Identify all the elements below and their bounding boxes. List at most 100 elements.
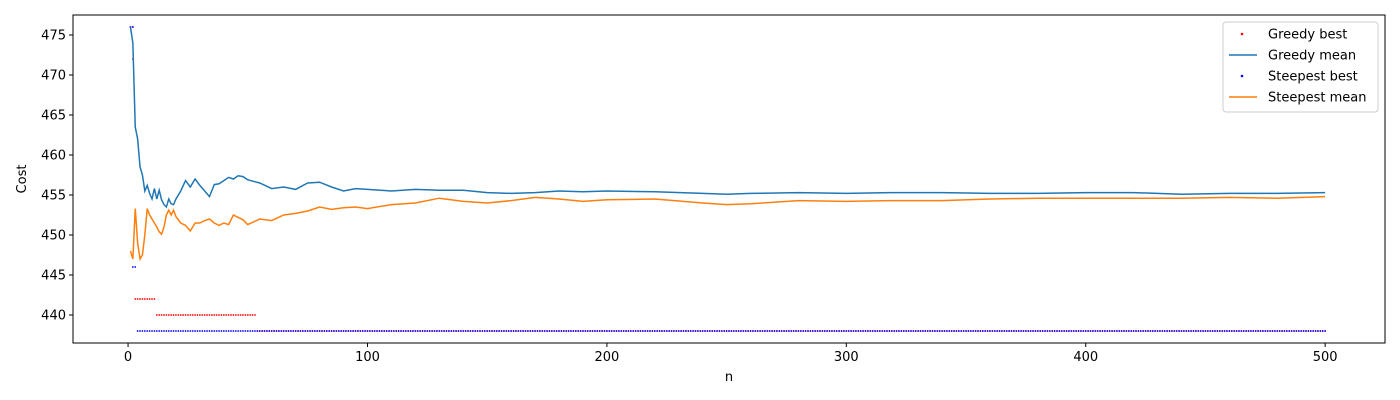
- data-point: [843, 330, 845, 332]
- data-point: [196, 314, 199, 316]
- data-point: [179, 314, 182, 316]
- legend: Greedy best Greedy mean Steepest best St…: [1222, 21, 1379, 113]
- data-point: [730, 330, 733, 332]
- data-point: [447, 330, 450, 332]
- data-point: [663, 330, 666, 332]
- data-point: [182, 330, 185, 332]
- data-point: [364, 330, 366, 332]
- data-point: [881, 330, 884, 332]
- data-point: [304, 330, 307, 332]
- data-point: [661, 330, 663, 332]
- data-point: [153, 298, 156, 300]
- data-point: [1240, 330, 1243, 332]
- data-point: [682, 330, 685, 332]
- data-point: [845, 330, 848, 332]
- data-point: [158, 314, 161, 316]
- data-point: [505, 330, 508, 332]
- data-point: [517, 330, 520, 332]
- data-point: [220, 330, 223, 332]
- data-point: [1144, 330, 1147, 332]
- data-point: [151, 298, 153, 300]
- data-point: [1285, 330, 1288, 332]
- data-point: [1111, 330, 1113, 332]
- data-point: [1084, 330, 1087, 332]
- data-point: [704, 330, 706, 332]
- data-point: [778, 330, 781, 332]
- data-point: [574, 330, 577, 332]
- data-point: [225, 314, 228, 316]
- data-point: [627, 330, 630, 332]
- data-point: [189, 314, 192, 316]
- data-point: [414, 330, 417, 332]
- data-point: [1223, 330, 1226, 332]
- data-point: [1228, 330, 1231, 332]
- data-point: [560, 330, 563, 332]
- data-point: [1185, 330, 1188, 332]
- data-point: [177, 330, 180, 332]
- data-point: [1261, 330, 1264, 332]
- data-point: [526, 330, 529, 332]
- data-point: [385, 330, 388, 332]
- data-point: [318, 330, 321, 332]
- data-point: [570, 330, 572, 332]
- data-point: [754, 330, 757, 332]
- data-point: [969, 330, 972, 332]
- data-point: [665, 330, 668, 332]
- data-point: [146, 298, 149, 300]
- data-point: [558, 330, 560, 332]
- data-point: [1305, 330, 1307, 332]
- data-point: [591, 330, 594, 332]
- data-point: [522, 330, 525, 332]
- data-point: [1314, 330, 1317, 332]
- data-point: [708, 330, 711, 332]
- data-point: [419, 330, 422, 332]
- data-point: [179, 330, 182, 332]
- data-point: [1077, 330, 1080, 332]
- data-point: [251, 330, 254, 332]
- data-point: [1041, 330, 1044, 332]
- legend-entry-steepest-best: Steepest best: [1240, 70, 1358, 85]
- data-point: [1319, 330, 1322, 332]
- y-tick-label: 450: [41, 229, 66, 244]
- data-point: [670, 330, 673, 332]
- data-point: [148, 298, 151, 300]
- data-point: [866, 330, 869, 332]
- data-point: [1051, 330, 1054, 332]
- data-point: [1039, 330, 1042, 332]
- data-point: [943, 330, 946, 332]
- data-point: [950, 330, 953, 332]
- data-point: [1017, 330, 1020, 332]
- data-point: [1135, 330, 1137, 332]
- data-point: [1139, 330, 1142, 332]
- data-point: [1300, 330, 1303, 332]
- data-point: [357, 330, 359, 332]
- data-point: [548, 330, 551, 332]
- data-point: [136, 298, 139, 300]
- data-point: [632, 330, 635, 332]
- data-point: [723, 330, 726, 332]
- data-point: [1132, 330, 1135, 332]
- x-tick-label: 100: [355, 350, 380, 365]
- data-point: [220, 314, 223, 316]
- data-point: [534, 330, 536, 332]
- data-point: [213, 330, 216, 332]
- data-point: [1082, 330, 1085, 332]
- data-point: [206, 330, 208, 332]
- data-point: [1080, 330, 1082, 332]
- x-axis-ticks: 0 100 200 300 400 500: [124, 343, 1338, 365]
- data-point: [519, 330, 522, 332]
- data-point: [227, 314, 230, 316]
- data-point: [1197, 330, 1200, 332]
- data-point: [282, 330, 285, 332]
- data-point: [280, 330, 283, 332]
- data-point: [294, 330, 297, 332]
- data-point: [1178, 330, 1181, 332]
- data-point: [455, 330, 457, 332]
- data-point: [1257, 330, 1260, 332]
- data-point: [366, 330, 369, 332]
- x-tick-label: 300: [834, 350, 859, 365]
- data-point: [246, 330, 249, 332]
- data-point: [989, 330, 991, 332]
- data-point: [993, 330, 996, 332]
- data-point: [893, 330, 896, 332]
